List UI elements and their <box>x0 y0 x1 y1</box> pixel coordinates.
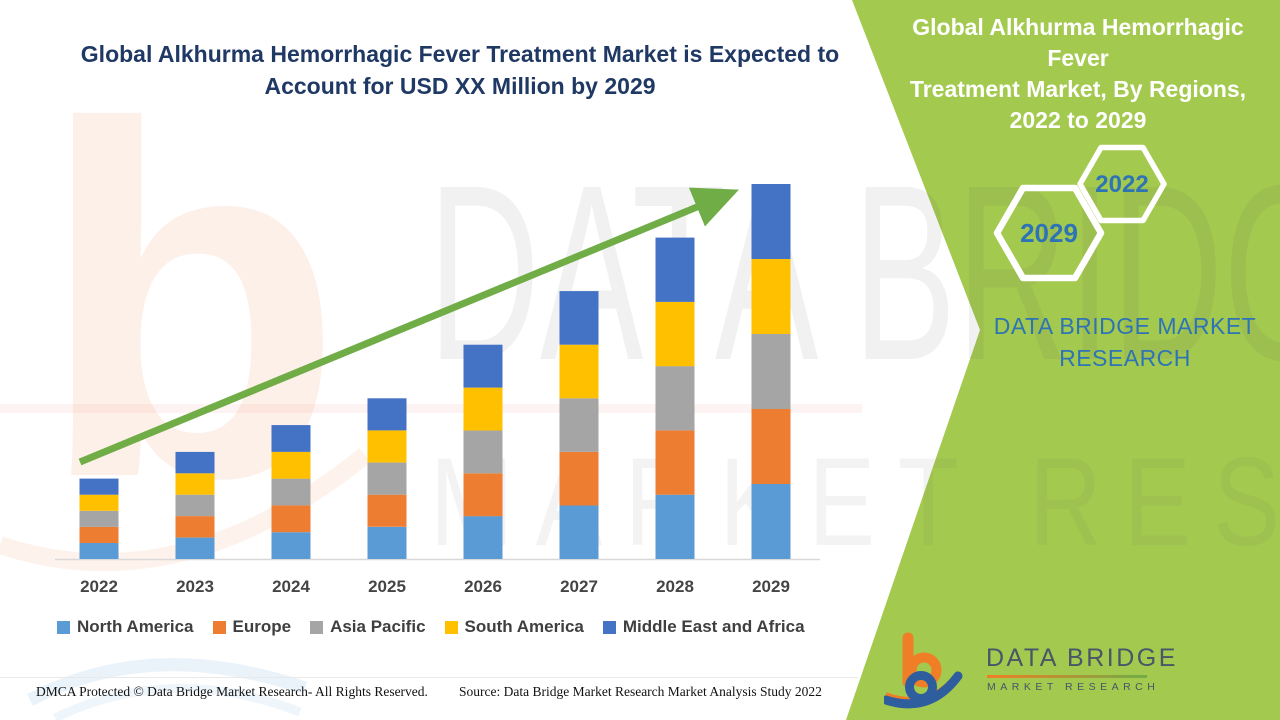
bar-segment-2024-asia-pacific <box>271 478 311 506</box>
logo-underline <box>987 675 1147 678</box>
bar-segment-2028-middle-east-and-africa <box>655 237 695 302</box>
legend-swatch <box>212 620 226 634</box>
bar-segment-2029-asia-pacific <box>751 334 791 409</box>
x-axis-labels: 2022 2023 2024 2025 2026 2027 2028 2029 <box>80 577 790 596</box>
data-bridge-logo: DATA BRIDGE MARKET RESEARCH <box>884 630 1175 710</box>
bar-segment-2022-asia-pacific <box>79 510 119 527</box>
legend-label: North America <box>77 617 194 636</box>
bar-segment-2028-europe <box>655 430 695 495</box>
bar-segment-2026-south-america <box>463 387 503 431</box>
bar-segment-2027-asia-pacific <box>559 398 599 452</box>
side-brand-line1: DATA BRIDGE MARKET <box>993 313 1257 339</box>
bar-segment-2024-south-america <box>271 451 311 479</box>
bar-segment-2026-asia-pacific <box>463 430 503 474</box>
bar-segment-2022-south-america <box>79 494 119 511</box>
axis-label-2028: 2028 <box>656 577 694 596</box>
side-brand-text: DATA BRIDGE MARKET RESEARCH <box>990 310 1260 374</box>
axis-label-2022: 2022 <box>80 577 118 596</box>
bar-segment-2029-south-america <box>751 259 791 334</box>
bar-segment-2025-asia-pacific <box>367 462 407 495</box>
footer-dmca: DMCA Protected © Data Bridge Market Rese… <box>36 684 428 699</box>
side-brand-line2: RESEARCH <box>1059 345 1191 371</box>
chart-legend: North America Europe Asia Pacific South Ame… <box>57 617 824 637</box>
bar-segment-2022-north-america <box>79 542 119 559</box>
bar-segment-2028-south-america <box>655 301 695 367</box>
bar-segment-2025-north-america <box>367 526 407 559</box>
side-panel-title: Global Alkhurma Hemorrhagic Fever Treatm… <box>880 12 1276 136</box>
bar-segment-2027-europe <box>559 451 599 506</box>
bar-segment-2029-europe <box>751 409 791 484</box>
bar-segment-2023-europe <box>175 516 215 538</box>
legend-item-south-america: South America <box>444 617 584 637</box>
bar-segment-2028-asia-pacific <box>655 366 695 431</box>
legend-item-europe: Europe <box>212 617 292 637</box>
hexagon-2022 <box>1077 144 1167 224</box>
legend-label: Middle East and Africa <box>622 617 805 636</box>
bar-segment-2025-south-america <box>367 430 407 463</box>
trend-arrow <box>78 187 739 466</box>
bar-segment-2025-europe <box>367 494 407 527</box>
bar-segment-2022-middle-east-and-africa <box>79 478 119 495</box>
hexagon-2022-label: 2022 <box>1095 171 1148 198</box>
legend-swatch <box>310 620 324 634</box>
watermark-stripe <box>0 404 862 413</box>
bar-segment-2023-south-america <box>175 473 215 495</box>
bar-segment-2025-middle-east-and-africa <box>367 398 407 431</box>
bar-segment-2023-middle-east-and-africa <box>175 451 215 474</box>
bar-segment-2024-middle-east-and-africa <box>271 425 311 452</box>
bar-segment-2027-north-america <box>559 505 599 559</box>
legend-swatch <box>57 620 70 634</box>
footer-divider <box>0 677 858 678</box>
axis-label-2023: 2023 <box>176 577 214 596</box>
bar-segment-2028-north-america <box>655 494 695 559</box>
legend-label: Asia Pacific <box>330 617 426 636</box>
hexagon-2029-label: 2029 <box>1020 218 1078 248</box>
bar-segment-2023-asia-pacific <box>175 494 215 517</box>
legend-swatch <box>602 620 616 634</box>
bar-segment-2022-europe <box>79 526 119 543</box>
bar-segment-2023-north-america <box>175 537 215 559</box>
axis-label-2026: 2026 <box>464 577 502 596</box>
data-bridge-logo-icon <box>884 632 963 709</box>
side-panel-title-line3: 2022 to 2029 <box>1009 107 1147 133</box>
bar-segment-2027-middle-east-and-africa <box>559 291 599 345</box>
legend-swatch <box>444 620 458 634</box>
legend-item-north-america: North America <box>57 617 194 637</box>
bar-segment-2026-north-america <box>463 516 503 559</box>
hexagon-2029 <box>993 184 1105 282</box>
bar-segment-2026-europe <box>463 473 503 517</box>
side-panel-title-line1: Global Alkhurma Hemorrhagic Fever <box>912 14 1244 71</box>
bar-segment-2024-europe <box>271 505 311 533</box>
axis-label-2024: 2024 <box>272 577 310 596</box>
axis-label-2029: 2029 <box>752 577 790 596</box>
bar-segment-2029-middle-east-and-africa <box>751 184 791 259</box>
bar-segment-2024-north-america <box>271 532 311 559</box>
page-title: Global Alkhurma Hemorrhagic Fever Treatm… <box>40 38 880 102</box>
axis-label-2027: 2027 <box>560 577 598 596</box>
footer-source: Source: Data Bridge Market Research Mark… <box>459 684 822 699</box>
legend-label: Europe <box>232 617 292 636</box>
legend-item-asia-pacific: Asia Pacific <box>310 617 426 637</box>
logo-name: DATA BRIDGE <box>986 644 1178 672</box>
page-title-line1: Global Alkhurma Hemorrhagic Fever Treatm… <box>80 41 840 67</box>
bar-segment-2029-north-america <box>751 484 791 559</box>
page-title-line2: Account for USD XX Million by 2029 <box>264 73 656 99</box>
legend-label: South America <box>464 617 584 636</box>
legend-item-middle-east-and-africa: Middle East and Africa <box>602 617 805 637</box>
logo-subtitle: MARKET RESEARCH <box>987 681 1160 693</box>
bars-group <box>79 184 791 559</box>
bar-segment-2027-south-america <box>559 344 599 399</box>
axis-label-2025: 2025 <box>368 577 406 596</box>
side-panel-title-line2: Treatment Market, By Regions, <box>909 76 1247 102</box>
bar-segment-2026-middle-east-and-africa <box>463 344 503 388</box>
